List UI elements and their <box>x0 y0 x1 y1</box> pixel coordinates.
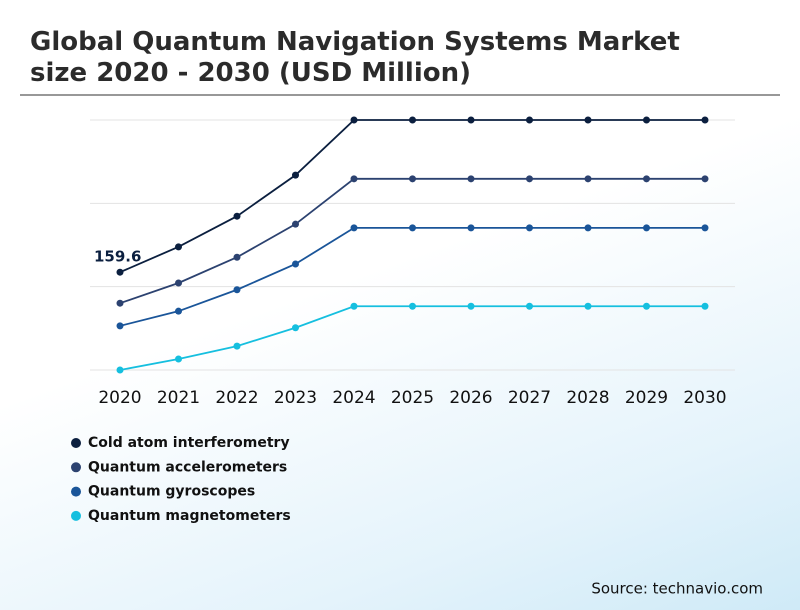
legend-swatch <box>71 438 81 448</box>
data-label: 159.6 <box>94 248 141 266</box>
point <box>350 116 358 124</box>
chart-title: Global Quantum Navigation Systems Market… <box>30 27 680 88</box>
point <box>526 116 533 124</box>
x-tick-label: 2026 <box>449 388 492 408</box>
x-tick-label: 2030 <box>683 388 726 408</box>
legend-label: Quantum gyroscopes <box>88 484 255 500</box>
series-line <box>119 226 705 327</box>
point <box>409 175 416 183</box>
point <box>643 302 650 310</box>
point <box>175 279 182 287</box>
point <box>584 175 592 183</box>
point <box>350 302 358 310</box>
x-tick-label: 2029 <box>625 388 668 408</box>
series-line <box>119 119 705 274</box>
x-tick-label: 2021 <box>157 388 200 408</box>
point <box>116 299 124 307</box>
point <box>409 224 416 232</box>
point <box>701 116 709 124</box>
point <box>233 253 241 261</box>
point <box>701 302 709 310</box>
legend-label: Quantum accelerometers <box>88 459 287 475</box>
point <box>175 307 182 315</box>
series-line <box>119 177 705 305</box>
point <box>467 224 475 232</box>
point <box>350 224 358 232</box>
point <box>175 355 182 363</box>
point <box>584 302 592 310</box>
point <box>701 224 709 232</box>
point <box>409 116 416 124</box>
point <box>467 302 475 310</box>
legend-swatch <box>71 462 81 473</box>
point <box>701 175 709 183</box>
point <box>409 302 416 310</box>
point <box>116 268 124 276</box>
point <box>233 286 241 294</box>
point <box>292 324 299 332</box>
point <box>643 224 650 232</box>
x-tick-label: 2020 <box>98 388 141 408</box>
point <box>584 116 592 124</box>
point <box>526 175 533 183</box>
point <box>292 171 299 179</box>
x-tick-label: 2022 <box>215 388 258 408</box>
point <box>292 220 299 228</box>
point <box>643 175 650 183</box>
x-tick-label: 2028 <box>566 388 609 408</box>
legend-swatch <box>71 486 81 497</box>
point <box>350 175 358 183</box>
legend-swatch <box>71 510 81 521</box>
point <box>233 212 241 220</box>
series-line <box>119 305 705 371</box>
point <box>292 260 299 268</box>
point <box>467 175 475 183</box>
point <box>526 224 533 232</box>
point <box>643 116 650 124</box>
legend-label: Quantum magnetometers <box>88 508 291 524</box>
source: Source: technavio.com <box>591 580 763 598</box>
x-tick-label: 2024 <box>332 388 375 408</box>
legend-label: Cold atom interferometry <box>88 435 290 451</box>
point <box>526 302 533 310</box>
point <box>584 224 592 232</box>
point <box>116 322 124 330</box>
point <box>116 366 124 374</box>
x-tick-label: 2023 <box>274 388 317 408</box>
point <box>233 342 241 350</box>
x-tick-label: 2025 <box>391 388 434 408</box>
point <box>175 243 182 251</box>
point <box>467 116 475 124</box>
x-tick-label: 2027 <box>508 388 551 408</box>
